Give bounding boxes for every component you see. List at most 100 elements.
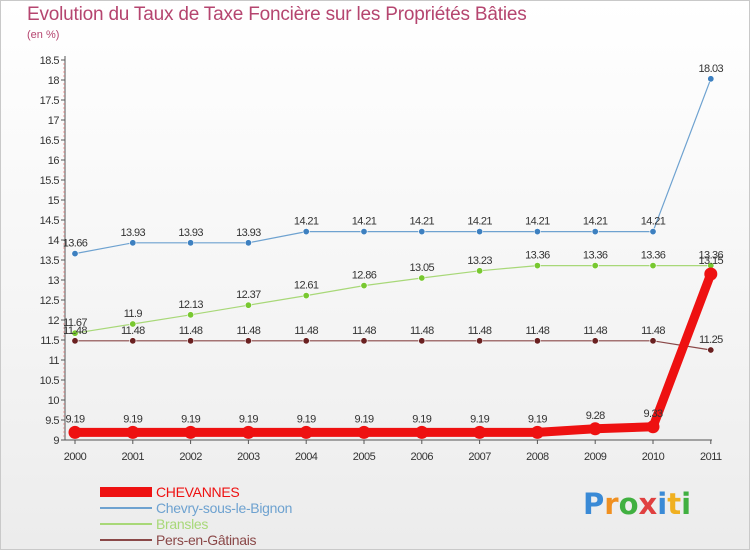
data-label: 11.48 [63, 325, 87, 337]
y-tick-label: 18 [48, 75, 60, 87]
data-label: 13.93 [236, 227, 261, 239]
data-label: 18.03 [699, 63, 724, 75]
data-point [476, 267, 484, 275]
y-tick-label: 13.5 [40, 255, 60, 267]
data-label: 11.48 [526, 325, 550, 337]
data-point [649, 228, 657, 236]
data-point [184, 425, 198, 439]
data-label: 14.21 [352, 216, 377, 228]
data-label: 9.19 [297, 413, 316, 425]
x-tick-label: 2011 [700, 451, 722, 463]
y-tick-label: 15.5 [40, 175, 60, 187]
logo-letter: i [681, 487, 692, 521]
logo-letter: P [583, 487, 605, 521]
data-label: 13.93 [121, 227, 146, 239]
data-point [126, 425, 140, 439]
data-label: 13.23 [467, 255, 492, 267]
data-point [129, 320, 137, 328]
data-label: 11.48 [352, 325, 376, 337]
series-line [74, 340, 712, 351]
series-line [74, 78, 712, 255]
data-point [476, 228, 484, 236]
data-label: 14.21 [583, 216, 608, 228]
chart-title: Evolution du Taux de Taxe Foncière sur l… [27, 4, 527, 25]
data-label: 14.21 [410, 216, 435, 228]
y-tick-label: 14 [48, 235, 60, 247]
data-point [707, 75, 715, 83]
data-label: 13.36 [583, 250, 608, 262]
legend-swatch [100, 523, 152, 525]
data-label: 14.21 [294, 216, 319, 228]
data-point [129, 337, 137, 345]
data-point [187, 239, 195, 247]
data-label: 11.48 [237, 325, 261, 337]
data-point [360, 228, 368, 236]
logo-letter: i [657, 487, 668, 521]
data-label: 14.21 [467, 216, 492, 228]
data-label: 13.05 [410, 262, 435, 274]
y-tick-label: 10.5 [40, 375, 60, 387]
x-tick-label: 2005 [353, 451, 376, 463]
data-label: 13.66 [63, 238, 88, 250]
series-line [74, 265, 712, 334]
data-point [533, 262, 541, 270]
data-point [418, 228, 426, 236]
legend-label: Chevry-sous-le-Bignon [156, 500, 293, 516]
data-point [476, 337, 484, 345]
legend-swatch [100, 487, 152, 497]
data-label: 11.48 [410, 325, 434, 337]
data-point [649, 337, 657, 345]
data-label: 12.13 [178, 299, 203, 311]
logo-letter: r [604, 487, 619, 521]
y-tick-label: 11 [49, 355, 60, 367]
data-label: 11.67 [63, 317, 87, 329]
data-label: 9.19 [412, 413, 431, 425]
y-tick-label: 12 [48, 315, 60, 327]
data-point [591, 262, 599, 270]
y-tick-label: 17 [48, 115, 60, 127]
data-point [533, 337, 541, 345]
data-point [707, 346, 715, 354]
x-tick-label: 2008 [526, 451, 549, 463]
data-label: 11.48 [294, 325, 318, 337]
data-point [646, 420, 660, 434]
data-label: 12.86 [352, 270, 377, 282]
x-tick-label: 2000 [64, 451, 87, 463]
data-label: 11.48 [583, 325, 607, 337]
data-label: 13.36 [641, 250, 666, 262]
data-point [418, 274, 426, 282]
data-label: 9.19 [65, 413, 84, 425]
data-point [588, 422, 602, 436]
data-label: 11.9 [124, 308, 143, 320]
y-tick-label: 9.5 [45, 415, 59, 427]
y-tick-label: 11.5 [40, 335, 59, 347]
y-tick-label: 16 [48, 155, 60, 167]
data-label: 11.48 [641, 325, 665, 337]
data-point [473, 425, 487, 439]
data-point [360, 337, 368, 345]
y-tick-label: 15 [48, 195, 60, 207]
data-label: 13.36 [699, 250, 724, 262]
data-label: 11.25 [699, 334, 723, 346]
data-point [302, 228, 310, 236]
x-tick-label: 2003 [237, 451, 260, 463]
data-point [241, 425, 255, 439]
series-line [70, 269, 716, 437]
data-point [129, 239, 137, 247]
proxiti-logo: Proxiti [583, 487, 691, 521]
logo-letter: x [638, 487, 658, 521]
data-point [244, 301, 252, 309]
data-point [71, 250, 79, 258]
x-tick-label: 2004 [295, 451, 318, 463]
data-point [187, 337, 195, 345]
data-label: 9.28 [586, 410, 605, 422]
data-label: 9.19 [181, 413, 200, 425]
legend-swatch [100, 539, 152, 541]
legend-label: Bransles [156, 516, 209, 532]
data-point [299, 425, 313, 439]
data-label: 13.93 [178, 227, 203, 239]
logo-letter: o [618, 487, 639, 521]
data-label: 9.19 [354, 413, 373, 425]
data-label: 13.36 [525, 250, 550, 262]
